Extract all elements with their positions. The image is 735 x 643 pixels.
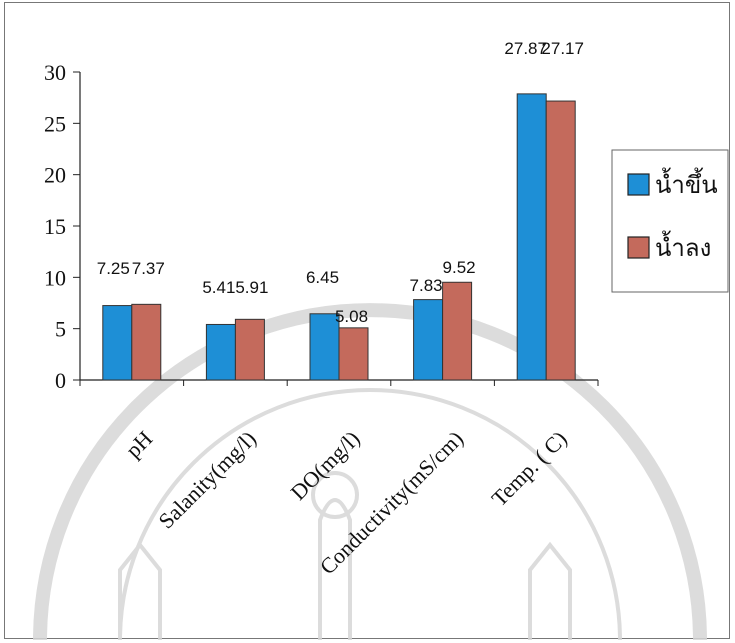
- bar-falling-0: [131, 303, 162, 381]
- data-label: 27.17: [541, 39, 584, 58]
- legend-swatch: [627, 236, 650, 259]
- legend-swatch: [627, 173, 650, 196]
- bar-rising-0: [102, 305, 133, 381]
- y-tick-label: 30: [44, 60, 66, 85]
- bar-falling-3: [442, 281, 473, 381]
- data-label: 7.83: [410, 276, 443, 295]
- data-label: 5.41: [202, 278, 235, 297]
- bar-rising-2: [309, 313, 340, 381]
- x-category-label: Temp. ( C): [486, 426, 571, 511]
- bar-rising-3: [413, 299, 444, 381]
- y-tick-label: 5: [55, 317, 66, 342]
- x-category-label: pH: [121, 426, 158, 463]
- bar-falling-2: [338, 327, 369, 381]
- data-label: 6.45: [306, 268, 339, 287]
- y-tick-label: 20: [44, 163, 66, 188]
- y-tick-label: 25: [44, 111, 66, 136]
- university-seal-watermark: [33, 303, 707, 641]
- data-label: 5.91: [235, 278, 268, 297]
- legend-label: น้ำลง: [655, 230, 711, 262]
- x-category-label: Salanity(mg/l): [153, 426, 261, 534]
- x-category-label: DO(mg/l): [286, 426, 365, 505]
- data-label: 7.25: [97, 259, 130, 278]
- y-tick-label: 10: [44, 265, 66, 290]
- chart-frame: [4, 2, 730, 639]
- bar-rising-1: [205, 323, 236, 381]
- bar-falling-4: [545, 100, 576, 381]
- data-label: 9.52: [443, 258, 476, 277]
- data-label: 5.08: [335, 307, 368, 326]
- y-tick-label: 15: [44, 214, 66, 239]
- data-label: 27.87: [504, 39, 547, 58]
- bar-falling-1: [234, 318, 265, 381]
- bar-rising-4: [516, 93, 547, 381]
- legend-label: น้ำขึ้น: [655, 167, 718, 199]
- data-label: 7.37: [132, 259, 165, 278]
- y-tick-label: 0: [55, 368, 66, 393]
